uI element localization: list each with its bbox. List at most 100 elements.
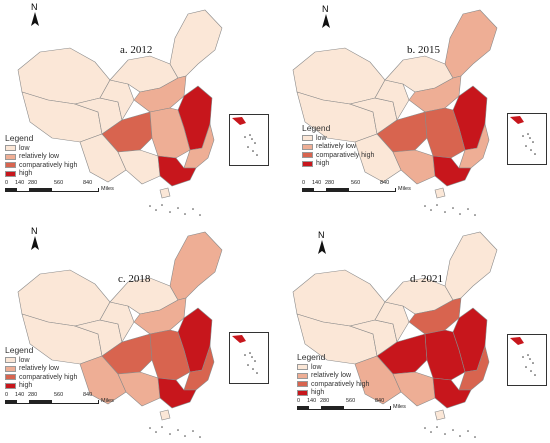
island-dot — [444, 211, 446, 213]
island-dot — [474, 214, 476, 216]
island-dot — [467, 208, 469, 210]
island-dot — [149, 427, 151, 429]
legend-swatch — [5, 382, 16, 389]
legend-swatch — [5, 170, 16, 177]
island-dot — [155, 431, 157, 433]
legend-item: comparatively high — [5, 161, 77, 170]
legend-item: comparatively high — [297, 380, 369, 389]
scale-tick: 280 — [325, 180, 335, 186]
south-china-sea-inset — [507, 113, 547, 165]
north-label: N — [318, 230, 325, 240]
island-dot — [474, 436, 476, 438]
legend-label: low — [316, 134, 327, 142]
north-label: N — [31, 226, 38, 236]
scale-tick: 280 — [28, 392, 38, 398]
china-map — [292, 231, 498, 438]
legend-item: low — [5, 356, 77, 365]
legend-title: Legend — [302, 123, 331, 133]
island-dot — [452, 429, 454, 431]
island-dot — [424, 205, 426, 207]
scale-unit: Miles — [393, 404, 406, 410]
legend-item: high — [302, 160, 374, 169]
island-dot — [169, 211, 171, 213]
legend-swatch — [5, 145, 16, 152]
legend-item: low — [297, 363, 369, 372]
legend-label: low — [19, 144, 30, 152]
south-china-sea-inset — [229, 114, 269, 166]
region-guangdong — [432, 155, 472, 187]
scale-tick: 140 — [307, 398, 317, 404]
scale-line — [5, 400, 99, 404]
island-dot — [459, 213, 461, 215]
region-hainan — [159, 409, 171, 421]
map-title: d. 2021 — [410, 273, 443, 285]
scale-tick: 560 — [54, 180, 64, 186]
scale-line — [302, 188, 396, 192]
scale-tick: 0 — [5, 180, 9, 186]
china-map — [292, 9, 498, 216]
legend-swatch — [297, 381, 308, 388]
legend-swatch — [297, 389, 308, 396]
legend: Legend low relatively low comparatively … — [302, 123, 374, 168]
island-dot — [161, 204, 163, 206]
region-northeast — [444, 231, 498, 301]
scale-tick: 280 — [28, 180, 38, 186]
legend-label: comparatively high — [311, 380, 370, 388]
legend-item: low — [5, 144, 77, 153]
island-dot — [430, 431, 432, 433]
legend-title: Legend — [5, 345, 34, 355]
legend-swatch — [5, 365, 16, 372]
legend-item: high — [5, 382, 77, 391]
legend-item: relatively low — [297, 372, 369, 381]
legend-item: relatively low — [5, 365, 77, 374]
legend-item: high — [297, 389, 369, 398]
north-arrow-icon: N — [28, 226, 42, 252]
scale-tick: 840 — [380, 180, 390, 186]
island-dot — [444, 433, 446, 435]
legend: Legend low relatively low comparatively … — [5, 345, 77, 390]
island-dot — [199, 214, 201, 216]
island-dot — [192, 430, 194, 432]
scale-unit: Miles — [398, 186, 411, 192]
map-panel: N a. 2012 Legend low relatively low comp… — [0, 0, 275, 221]
scale-line — [297, 406, 391, 410]
legend-label: high — [311, 389, 325, 397]
map-title: a. 2012 — [120, 44, 153, 56]
legend-item: high — [5, 170, 77, 179]
legend-item: comparatively high — [5, 373, 77, 382]
north-arrow-icon: N — [319, 4, 333, 30]
legend-label: relatively low — [311, 372, 352, 380]
legend-swatch — [297, 372, 308, 379]
north-label: N — [322, 4, 329, 14]
legend-swatch — [5, 374, 16, 381]
legend-label: relatively low — [19, 153, 60, 161]
island-dot — [177, 207, 179, 209]
island-dot — [452, 207, 454, 209]
legend-swatch — [302, 160, 313, 167]
scale-tick: 840 — [83, 392, 93, 398]
legend-label: low — [311, 363, 322, 371]
region-guangdong — [157, 155, 197, 187]
legend-item: comparatively high — [302, 151, 374, 160]
legend-item: relatively low — [5, 153, 77, 162]
island-dot — [424, 427, 426, 429]
legend-item: relatively low — [302, 143, 374, 152]
scale-tick: 0 — [5, 392, 9, 398]
legend-swatch — [297, 364, 308, 371]
scale-unit: Miles — [101, 398, 114, 404]
scale-unit: Miles — [101, 186, 114, 192]
north-label: N — [31, 2, 38, 12]
scale-tick: 0 — [297, 398, 301, 404]
legend-label: high — [19, 382, 33, 390]
map-panel: N c. 2018 Legend low relatively low comp… — [0, 222, 275, 443]
island-dot — [161, 426, 163, 428]
china-map — [17, 9, 223, 216]
scale-tick: 560 — [54, 392, 64, 398]
scale-bar: 0 140 280 560 840 Miles — [297, 398, 406, 410]
legend-swatch — [302, 152, 313, 159]
island-dot — [184, 213, 186, 215]
legend-label: relatively low — [316, 143, 357, 151]
legend-title: Legend — [5, 133, 34, 143]
scale-bar: 0 140 280 560 840 Miles — [5, 392, 114, 404]
island-dot — [149, 205, 151, 207]
